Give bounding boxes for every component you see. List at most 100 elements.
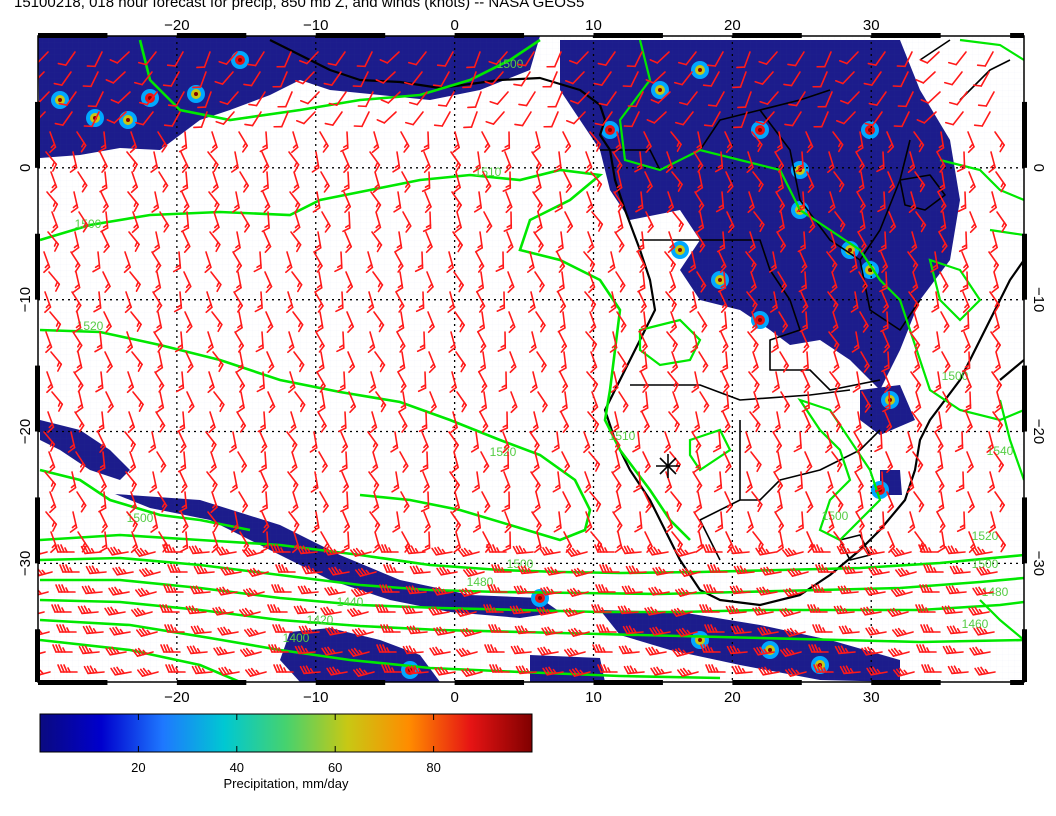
wind-barb bbox=[509, 351, 517, 374]
wind-barb bbox=[836, 545, 858, 555]
frame-bar-bottom bbox=[176, 680, 247, 685]
wind-barb bbox=[909, 331, 921, 353]
wind-barb bbox=[802, 371, 811, 394]
wind-barb bbox=[788, 91, 806, 107]
wind-barb bbox=[245, 667, 267, 677]
wind-barb bbox=[133, 71, 153, 86]
wind-barb bbox=[254, 291, 263, 313]
wind-barb bbox=[913, 491, 925, 513]
wind-barb bbox=[746, 511, 754, 534]
wind-barb bbox=[544, 566, 566, 576]
wind-barb bbox=[462, 71, 477, 89]
wind-barb bbox=[720, 331, 729, 353]
wind-barb bbox=[417, 371, 427, 393]
wind-barb bbox=[267, 604, 288, 613]
wind-barb bbox=[262, 191, 271, 214]
wind-barb bbox=[448, 331, 456, 353]
frame-bar-top bbox=[176, 33, 247, 38]
wind-barb bbox=[863, 546, 885, 556]
wind-barb bbox=[517, 565, 539, 575]
wind-barb bbox=[915, 604, 936, 613]
lon-label-bottom: −20 bbox=[164, 689, 189, 706]
wind-barb bbox=[432, 586, 454, 596]
wind-barb bbox=[664, 471, 673, 494]
wind-barb bbox=[588, 271, 596, 294]
wind-barb bbox=[559, 391, 568, 413]
wind-barb bbox=[150, 511, 159, 533]
wind-barb bbox=[107, 546, 129, 556]
wind-barb bbox=[753, 646, 775, 656]
wind-barb bbox=[481, 491, 491, 513]
wind-barb bbox=[156, 391, 165, 413]
wind-barb bbox=[851, 331, 860, 353]
wind-barb bbox=[837, 585, 859, 595]
wind-barb bbox=[153, 331, 164, 353]
wind-barb bbox=[320, 606, 342, 616]
wind-barb bbox=[670, 351, 679, 374]
wind-barb bbox=[857, 211, 866, 233]
wind-barb bbox=[556, 271, 565, 293]
map-frame bbox=[37, 35, 1025, 683]
wind-barb bbox=[205, 291, 213, 314]
wind-barb bbox=[749, 271, 757, 294]
wind-barb bbox=[51, 391, 64, 412]
wind-barb bbox=[50, 351, 63, 372]
wind-barb bbox=[352, 627, 374, 637]
colorbar-tick-label: 40 bbox=[229, 760, 245, 775]
wind-barb bbox=[137, 51, 157, 66]
wind-barb bbox=[129, 271, 141, 292]
wind-barb bbox=[694, 191, 705, 213]
wind-barb bbox=[394, 251, 404, 273]
wind-barb bbox=[163, 111, 181, 127]
wind-barb bbox=[154, 371, 165, 393]
wind-barb bbox=[460, 627, 482, 637]
wind-barb bbox=[317, 411, 327, 433]
wind-barb bbox=[729, 585, 751, 595]
precip-hotspot-center bbox=[868, 128, 872, 132]
wind-barb bbox=[446, 251, 454, 273]
wind-barb bbox=[936, 511, 946, 533]
wind-barb bbox=[832, 491, 844, 513]
wind-barb bbox=[689, 291, 698, 313]
wind-barb bbox=[321, 646, 343, 656]
wind-barb bbox=[127, 191, 139, 212]
wind-barb bbox=[532, 191, 543, 213]
wind-barb bbox=[664, 251, 676, 272]
wind-barb bbox=[611, 411, 620, 433]
wind-barb bbox=[261, 151, 270, 174]
wind-barb bbox=[665, 291, 677, 312]
wind-barb bbox=[190, 625, 212, 635]
wind-barb bbox=[94, 331, 103, 353]
wind-barb bbox=[934, 411, 943, 433]
wind-barb bbox=[131, 607, 153, 617]
wind-barb bbox=[75, 451, 86, 473]
wind-barb bbox=[610, 431, 621, 453]
wind-barb bbox=[52, 644, 73, 653]
wind-barb bbox=[513, 585, 535, 595]
wind-barb bbox=[270, 544, 291, 553]
wind-barb bbox=[177, 451, 187, 473]
wind-barb bbox=[787, 567, 809, 577]
wind-barb bbox=[447, 291, 455, 313]
wind-barb bbox=[779, 607, 801, 617]
wind-barb bbox=[971, 546, 993, 556]
wind-barb bbox=[936, 491, 945, 513]
wind-barb bbox=[472, 151, 482, 173]
wind-barb bbox=[597, 664, 618, 673]
wind-barb bbox=[179, 171, 189, 193]
wind-barb bbox=[253, 251, 262, 273]
wind-barb bbox=[172, 251, 182, 273]
wind-barb bbox=[160, 644, 181, 653]
wind-barb bbox=[908, 291, 920, 313]
wind-barb bbox=[609, 331, 618, 353]
wind-barb bbox=[433, 111, 451, 127]
frame-bar-top bbox=[38, 33, 108, 38]
wind-barb bbox=[123, 251, 132, 274]
contour-labels: 1500151015001520152015101500150014801440… bbox=[75, 57, 1014, 645]
wind-barb bbox=[290, 451, 298, 474]
wind-barb bbox=[157, 131, 168, 153]
colorbar bbox=[39, 713, 533, 753]
wind-barb bbox=[542, 666, 564, 676]
wind-barb bbox=[450, 411, 458, 433]
